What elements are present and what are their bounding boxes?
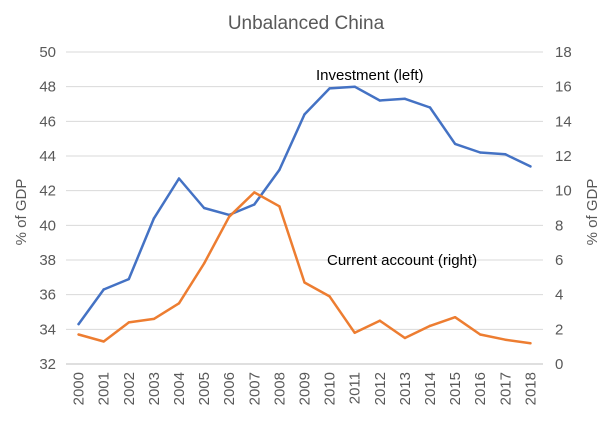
investment-data-point (102, 288, 105, 291)
y-axis-right-title: % of GDP (584, 179, 601, 246)
y-left-tick-label: 50 (39, 44, 56, 61)
current-account-data-point (303, 281, 306, 284)
investment-data-point (403, 97, 407, 101)
investment-data-point (353, 85, 356, 88)
current-account-data-point (403, 336, 407, 340)
investment-data-point (378, 99, 382, 102)
y-left-tick-label: 44 (39, 148, 56, 165)
y-left-tick-label: 48 (39, 79, 56, 96)
current-account-data-point (529, 342, 532, 345)
current-account-data-point (202, 262, 206, 265)
investment-data-point (177, 177, 181, 180)
current-account-data-point (479, 333, 482, 336)
y-left-tick-label: 32 (39, 356, 56, 373)
y-axis-left-title: % of GDP (13, 179, 30, 246)
series (77, 85, 532, 345)
investment-data-point (152, 217, 156, 220)
current-account-data-point (152, 317, 156, 321)
x-tick-label: 2009 (297, 372, 314, 405)
investment-data-point (529, 165, 532, 168)
investment-data-point (479, 151, 482, 154)
investment-data-point (504, 153, 507, 156)
current-account-data-point (127, 321, 130, 324)
x-tick-label: 2005 (196, 372, 213, 405)
investment-data-point (328, 87, 331, 90)
current-account-data-point (102, 340, 105, 343)
x-tick-label: 2018 (522, 372, 539, 405)
x-tick-label: 2004 (171, 372, 188, 405)
current-account-data-point (453, 316, 457, 319)
x-tick-label: 2010 (322, 372, 339, 405)
investment-data-point (253, 203, 256, 206)
y-left-tick-label: 42 (39, 183, 56, 200)
y-left-tick-label: 46 (39, 113, 56, 130)
current-account-data-point (278, 205, 281, 208)
investment-data-point (127, 277, 130, 281)
y-right-tick-label: 2 (555, 321, 563, 338)
y-right-tick-label: 6 (555, 252, 563, 269)
gridlines (66, 51, 543, 330)
y-right-tick-label: 4 (555, 287, 563, 304)
x-tick-label: 2002 (121, 372, 138, 405)
x-tick-label: 2015 (447, 372, 464, 405)
current-account-series-label: Current account (right) (327, 252, 477, 269)
y-right-tick-label: 18 (555, 44, 572, 61)
current-account-data-point (328, 295, 331, 298)
current-account-data-point (378, 319, 382, 322)
current-account-data-point (177, 302, 181, 305)
x-tick-label: 2006 (221, 372, 238, 405)
current-account-data-point (253, 191, 256, 194)
investment-series-line (77, 85, 532, 326)
current-account-data-point (504, 338, 507, 341)
x-tick-label: 2003 (146, 372, 163, 405)
investment-data-point (278, 168, 281, 172)
y-right-tick-label: 12 (555, 148, 572, 165)
investment-data-point (77, 322, 80, 326)
y-left-tick-label: 38 (39, 252, 56, 269)
x-tick-label: 2001 (96, 372, 113, 405)
x-tick-label: 2014 (422, 372, 439, 405)
x-tick-label: 2000 (71, 372, 88, 405)
investment-data-point (303, 113, 306, 116)
investment-data-point (453, 142, 457, 146)
y-right-tick-label: 14 (555, 113, 572, 130)
y-left-tick-label: 36 (39, 287, 56, 304)
x-tick-label: 2016 (472, 372, 489, 405)
y-left-tick-label: 40 (39, 217, 56, 234)
current-account-data-point (77, 333, 80, 336)
y-right-tick-label: 8 (555, 217, 563, 234)
x-tick-label: 2008 (271, 372, 288, 405)
investment-series-label: Investment (left) (316, 67, 424, 84)
y-right-tick-label: 16 (555, 79, 572, 96)
x-tick-label: 2007 (246, 372, 263, 405)
x-tick-label: 2011 (347, 372, 364, 404)
investment-data-point (202, 206, 206, 210)
current-account-data-point (353, 331, 356, 334)
current-account-data-point (227, 215, 231, 218)
y-right-tick-label: 10 (555, 183, 572, 200)
x-tick-label: 2012 (372, 372, 389, 405)
investment-data-point (428, 106, 432, 109)
x-tick-label: 2013 (397, 372, 414, 405)
chart-title: Unbalanced China (228, 13, 385, 34)
y-right-tick-label: 0 (555, 356, 563, 373)
current-account-data-point (428, 324, 432, 328)
y-left-tick-label: 34 (39, 321, 56, 338)
x-tick-label: 2017 (497, 372, 514, 405)
